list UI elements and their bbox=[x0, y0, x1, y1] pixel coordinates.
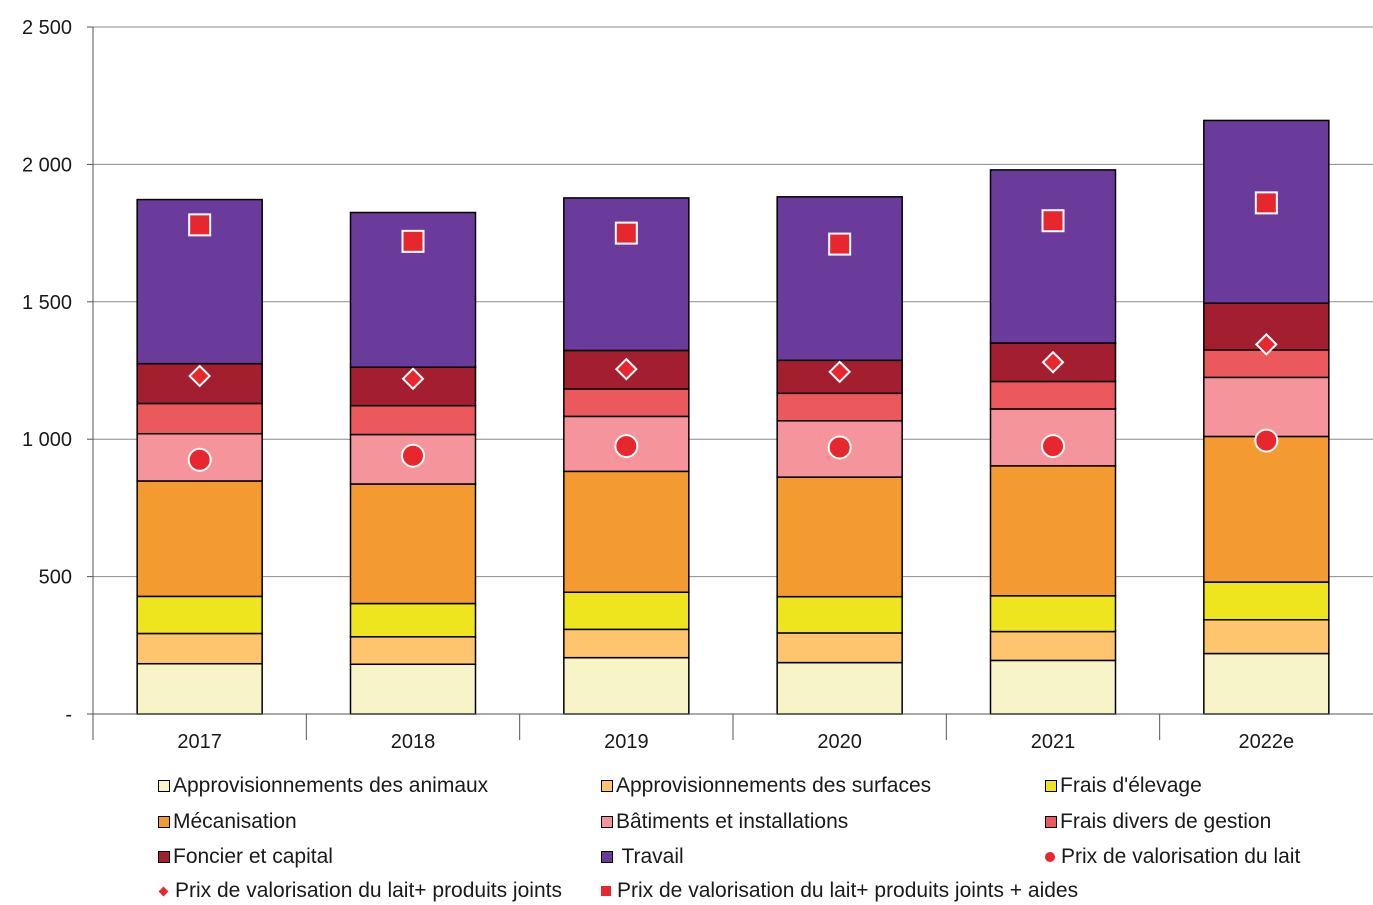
marker-circle bbox=[401, 443, 425, 468]
bar-segment bbox=[136, 595, 263, 635]
y-tick-label: 2 500 bbox=[22, 17, 72, 39]
marker-square bbox=[1254, 191, 1278, 215]
x-tick-label: 2021 bbox=[1031, 731, 1076, 753]
bar-segment bbox=[136, 662, 263, 715]
bar-segment bbox=[1203, 435, 1330, 583]
marker-diamond bbox=[1041, 350, 1065, 374]
bar-segment bbox=[563, 591, 690, 631]
x-tick-label: 2020 bbox=[817, 731, 862, 753]
x-tick-label: 2019 bbox=[604, 731, 649, 753]
marker-circle bbox=[187, 447, 212, 472]
y-tick-label: 2 000 bbox=[22, 154, 72, 176]
axes bbox=[92, 27, 1373, 740]
bar-segment bbox=[1203, 376, 1330, 438]
bar-segment bbox=[776, 196, 903, 362]
marker-circle bbox=[1254, 428, 1279, 453]
marker-diamond bbox=[1254, 332, 1278, 356]
price-markers bbox=[187, 191, 1279, 472]
marker-circle bbox=[1041, 434, 1065, 459]
bar-segment bbox=[989, 595, 1117, 633]
marker-square bbox=[188, 213, 212, 237]
bar-segment bbox=[989, 169, 1117, 344]
marker-diamond bbox=[188, 364, 212, 388]
x-axis-ticks: 2017 2018 2019 2020 2021 2022e bbox=[177, 714, 1294, 753]
y-tick-label: 500 bbox=[39, 567, 72, 589]
bar-segment bbox=[349, 602, 477, 638]
y-tick-label: 1 000 bbox=[22, 429, 72, 451]
bar-segment bbox=[1203, 581, 1330, 621]
marker-diamond bbox=[828, 360, 852, 384]
marker-square bbox=[614, 221, 638, 245]
bar-segment bbox=[136, 402, 263, 435]
y-axis-ticks: - 500 1 000 1 500 2 000 2 500 bbox=[22, 17, 93, 726]
bar-segment bbox=[776, 661, 903, 715]
bar-segment bbox=[776, 476, 903, 598]
bar-segment bbox=[563, 628, 690, 659]
marker-circle bbox=[614, 434, 639, 459]
bar-segment bbox=[989, 465, 1117, 597]
bar-segment bbox=[563, 470, 690, 594]
bar-segment bbox=[989, 380, 1117, 410]
bar-segment bbox=[349, 663, 477, 715]
bar-segment bbox=[136, 632, 263, 665]
bar-segment bbox=[563, 197, 690, 352]
y-tick-label: - bbox=[65, 704, 72, 726]
bar-segment bbox=[776, 595, 903, 634]
bar-segment bbox=[989, 659, 1117, 715]
bar-segment bbox=[776, 632, 903, 664]
bar-segment bbox=[1203, 618, 1330, 655]
bar-segment bbox=[349, 404, 477, 436]
bar-segment bbox=[1203, 652, 1330, 715]
bar-segment bbox=[563, 388, 690, 418]
gridlines bbox=[93, 26, 1373, 578]
bar-segment bbox=[776, 392, 903, 422]
marker-square bbox=[401, 229, 425, 253]
x-tick-label: 2017 bbox=[177, 731, 222, 753]
marker-diamond bbox=[401, 367, 425, 391]
y-tick-label: 1 500 bbox=[22, 292, 72, 314]
marker-square bbox=[828, 232, 852, 256]
bar-segment bbox=[989, 630, 1117, 662]
bar-segment bbox=[563, 656, 690, 715]
marker-circle bbox=[827, 435, 852, 460]
x-tick-label: 2022e bbox=[1239, 731, 1295, 753]
bar-segment bbox=[136, 480, 263, 598]
bar-segment bbox=[349, 483, 477, 605]
bars bbox=[136, 119, 1330, 715]
marker-diamond bbox=[614, 357, 638, 381]
marker-square bbox=[1041, 209, 1065, 233]
x-tick-label: 2018 bbox=[391, 731, 436, 753]
bar-segment bbox=[349, 636, 477, 666]
